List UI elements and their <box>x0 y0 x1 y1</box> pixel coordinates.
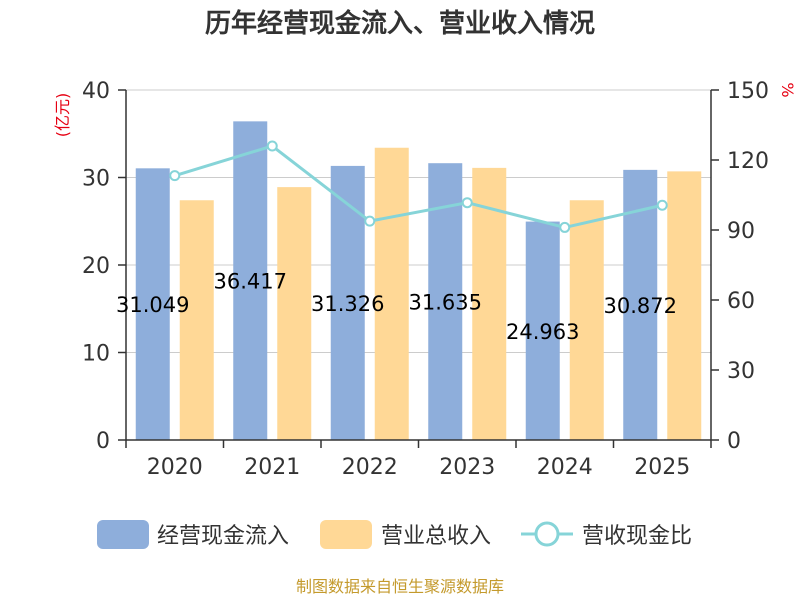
legend-swatch-revenue <box>320 520 372 549</box>
line-ratio <box>174 144 663 229</box>
legend-label-ratio: 营收现金比 <box>582 524 692 549</box>
bar-revenue <box>179 200 214 440</box>
right-axis-tick-label: 60 <box>727 289 755 314</box>
bar-revenue <box>569 200 604 440</box>
legend-label-cash-inflow: 经营现金流入 <box>157 524 289 549</box>
data-label-cash-inflow: 24.963 <box>506 320 579 344</box>
x-axis-tick-label: 2025 <box>634 455 690 480</box>
data-label-cash-inflow: 36.417 <box>214 270 287 294</box>
point-ratio <box>169 170 181 182</box>
left-axis-tick-label: 30 <box>82 167 110 192</box>
tick-labels: 0 10 20 30 40 0 30 60 90 120 150 2020 2021 2022 2023 20… <box>82 79 769 480</box>
legend-swatch-cash-inflow <box>97 520 149 549</box>
right-axis-unit: % <box>778 82 797 97</box>
right-axis-tick-label: 150 <box>727 79 769 104</box>
point-ratio <box>266 140 278 152</box>
bar-revenue <box>472 167 507 440</box>
bar-revenue <box>667 171 702 440</box>
point-ratio <box>559 221 571 233</box>
bar-revenue <box>374 147 409 440</box>
data-label-cash-inflow: 31.049 <box>116 293 189 317</box>
x-axis-tick-label: 2020 <box>147 455 203 480</box>
point-ratio <box>656 199 668 211</box>
x-axis-tick-label: 2024 <box>537 455 593 480</box>
left-axis-unit: (亿元) <box>53 93 72 138</box>
left-axis-tick-label: 0 <box>96 429 110 454</box>
bar-revenue <box>277 187 312 440</box>
point-ratio <box>364 215 376 227</box>
point-ratio <box>461 197 473 209</box>
data-label-cash-inflow: 31.635 <box>409 291 482 315</box>
data-label-cash-inflow: 31.326 <box>311 292 384 316</box>
chart-title: 历年经营现金流入、营业收入情况 <box>205 8 595 39</box>
legend: 经营现金流入 营业总收入 营收现金比 <box>97 520 692 549</box>
line-series <box>169 140 668 233</box>
bar-cash-inflow <box>525 221 560 440</box>
right-axis-tick-label: 90 <box>727 219 755 244</box>
left-axis-tick-label: 40 <box>82 79 110 104</box>
legend-marker-ratio <box>534 521 560 547</box>
x-axis-tick-label: 2021 <box>244 455 300 480</box>
left-axis-tick-label: 10 <box>82 342 110 367</box>
bars <box>135 121 702 441</box>
axes <box>118 89 719 448</box>
right-axis-tick-label: 30 <box>727 359 755 384</box>
x-axis-tick-label: 2022 <box>342 455 398 480</box>
left-axis-tick-label: 20 <box>82 254 110 279</box>
right-axis-tick-label: 120 <box>727 149 769 174</box>
legend-label-revenue: 营业总收入 <box>381 524 491 549</box>
x-axis-tick-label: 2023 <box>439 455 495 480</box>
bar-cash-inflow <box>623 169 658 440</box>
data-label-cash-inflow: 30.872 <box>604 294 677 318</box>
data-labels: 31.049 36.417 31.326 31.635 24.963 30.872 <box>116 270 677 344</box>
right-axis-tick-label: 0 <box>727 429 741 454</box>
bar-cash-inflow <box>135 168 170 441</box>
bar-cash-inflow <box>233 121 268 440</box>
data-source-note: 制图数据来自恒生聚源数据库 <box>296 577 504 596</box>
